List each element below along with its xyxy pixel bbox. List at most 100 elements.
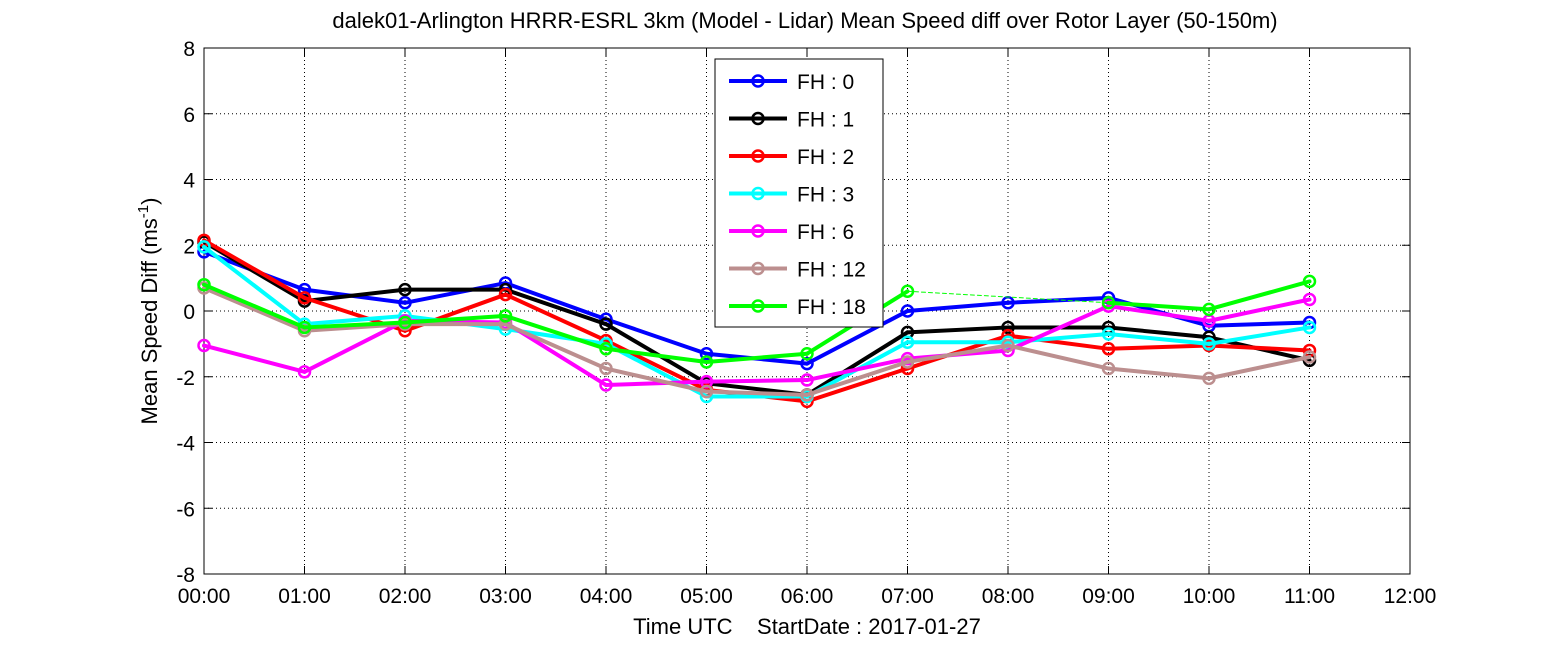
series-line-segment bbox=[1006, 304, 1111, 353]
series-7 bbox=[197, 274, 1317, 369]
series-line-segment bbox=[403, 281, 508, 305]
series-line-segment bbox=[1006, 332, 1111, 345]
y-tick-label: 8 bbox=[183, 38, 195, 61]
legend-swatch-marker bbox=[751, 224, 765, 238]
data-point bbox=[1302, 320, 1317, 335]
legend: FH : 0 FH : 1 FH : 2 FH : 3 FH : 6 FH : 12 FH … bbox=[714, 58, 884, 328]
y-axis-label-main: Mean Speed Diff (ms bbox=[137, 218, 162, 424]
series-line-segment bbox=[503, 313, 608, 351]
data-point bbox=[599, 361, 613, 376]
series-6 bbox=[197, 281, 1317, 402]
x-tick-label: 07:00 bbox=[881, 585, 934, 608]
data-point bbox=[599, 317, 613, 331]
legend-item: FH : 6 bbox=[729, 221, 854, 244]
series-line-segment bbox=[302, 318, 407, 374]
legend-swatch-marker bbox=[751, 74, 765, 88]
x-tick-label: 12:00 bbox=[1384, 585, 1437, 608]
legend-label: FH : 1 bbox=[797, 109, 854, 132]
legend-item: FH : 18 bbox=[729, 296, 866, 319]
x-tick-label: 08:00 bbox=[982, 585, 1035, 608]
legend-swatch-marker bbox=[751, 186, 765, 201]
y-tick-label: 0 bbox=[183, 301, 195, 324]
legend-item: FH : 2 bbox=[729, 146, 854, 169]
x-tick-label: 00:00 bbox=[178, 585, 231, 608]
data-point bbox=[699, 346, 714, 361]
series-gap-segment bbox=[907, 290, 1109, 304]
series-line-segment bbox=[202, 282, 307, 330]
series-line-segment bbox=[805, 356, 910, 383]
series-line-segment bbox=[604, 379, 709, 387]
x-tick-label: 02:00 bbox=[379, 585, 432, 608]
data-point bbox=[599, 378, 613, 392]
data-point bbox=[398, 282, 412, 297]
series-line-segment bbox=[1106, 366, 1211, 381]
y-axis-label: Mean Speed Diff (ms-1) bbox=[135, 198, 162, 425]
data-point bbox=[1202, 302, 1216, 317]
series-line-segment bbox=[1106, 325, 1211, 340]
data-point bbox=[1101, 327, 1116, 341]
series-line-segment bbox=[1207, 343, 1312, 353]
series-line-segment bbox=[704, 378, 809, 384]
legend-item: FH : 12 bbox=[729, 259, 866, 282]
series-line-segment bbox=[503, 292, 608, 343]
series-line-segment bbox=[1207, 320, 1312, 328]
x-tick-label: 01:00 bbox=[278, 585, 331, 608]
x-tick-label: 11:00 bbox=[1284, 585, 1335, 608]
series-line-segment bbox=[1006, 333, 1111, 351]
series-line-segment bbox=[1106, 300, 1211, 312]
axes: 00:00 01:00 02:00 03:00 04:00 05:00 06:00 07:00… bbox=[176, 38, 1436, 608]
series-line-segment bbox=[202, 343, 307, 374]
series-line-segment bbox=[704, 389, 809, 397]
data-point bbox=[1101, 342, 1116, 356]
x-tick-label: 04:00 bbox=[580, 585, 633, 608]
data-point bbox=[1001, 338, 1015, 353]
series-line-segment bbox=[905, 300, 1010, 313]
series-line-segment bbox=[805, 309, 910, 366]
legend-label: FH : 3 bbox=[797, 184, 854, 207]
data-point bbox=[1302, 292, 1317, 307]
series-line-segment bbox=[403, 313, 508, 325]
data-point bbox=[297, 320, 312, 335]
series-line-segment bbox=[805, 330, 910, 397]
chart-title: dalek01-Arlington HRRR-ESRL 3km (Model -… bbox=[332, 8, 1277, 33]
data-point bbox=[498, 309, 513, 323]
x-tick-label: 05:00 bbox=[680, 585, 733, 608]
y-axis-label-sup: -1 bbox=[135, 205, 152, 218]
y-tick-label: 2 bbox=[183, 235, 195, 258]
data-point bbox=[297, 291, 312, 305]
series-line-segment bbox=[1207, 325, 1312, 346]
legend-label: FH : 0 bbox=[797, 71, 854, 94]
series-line-segment bbox=[1006, 343, 1111, 371]
series-group bbox=[197, 233, 1317, 409]
series-line-segment bbox=[202, 285, 307, 333]
data-point bbox=[1302, 350, 1317, 364]
series-line-segment bbox=[302, 320, 407, 330]
series-line-segment bbox=[604, 346, 709, 364]
series-line-segment bbox=[302, 313, 407, 327]
data-point bbox=[197, 240, 211, 254]
legend-swatch-marker bbox=[751, 111, 765, 126]
series-line-segment bbox=[1106, 343, 1211, 351]
y-tick-label: -4 bbox=[176, 433, 195, 456]
legend-swatch-marker bbox=[751, 261, 765, 276]
legend-item: FH : 1 bbox=[729, 109, 854, 132]
y-tick-label: -8 bbox=[176, 564, 195, 587]
data-point bbox=[1001, 320, 1015, 335]
data-point bbox=[398, 296, 412, 310]
series-line-segment bbox=[202, 244, 307, 327]
data-point bbox=[1302, 274, 1317, 289]
y-tick-label: 6 bbox=[183, 104, 195, 127]
data-point bbox=[800, 373, 814, 387]
data-point bbox=[1202, 371, 1216, 386]
series-line-segment bbox=[905, 343, 1010, 364]
data-point bbox=[297, 365, 312, 379]
data-point bbox=[599, 342, 613, 356]
data-point bbox=[498, 317, 513, 331]
y-axis-label-close: ) bbox=[137, 198, 162, 205]
legend-label: FH : 18 bbox=[797, 296, 866, 319]
series-line-segment bbox=[1207, 355, 1312, 381]
data-point bbox=[900, 284, 915, 299]
series-line-segment bbox=[1106, 304, 1211, 323]
x-axis-label: Time UTC StartDate : 2017-01-27 bbox=[633, 614, 981, 639]
